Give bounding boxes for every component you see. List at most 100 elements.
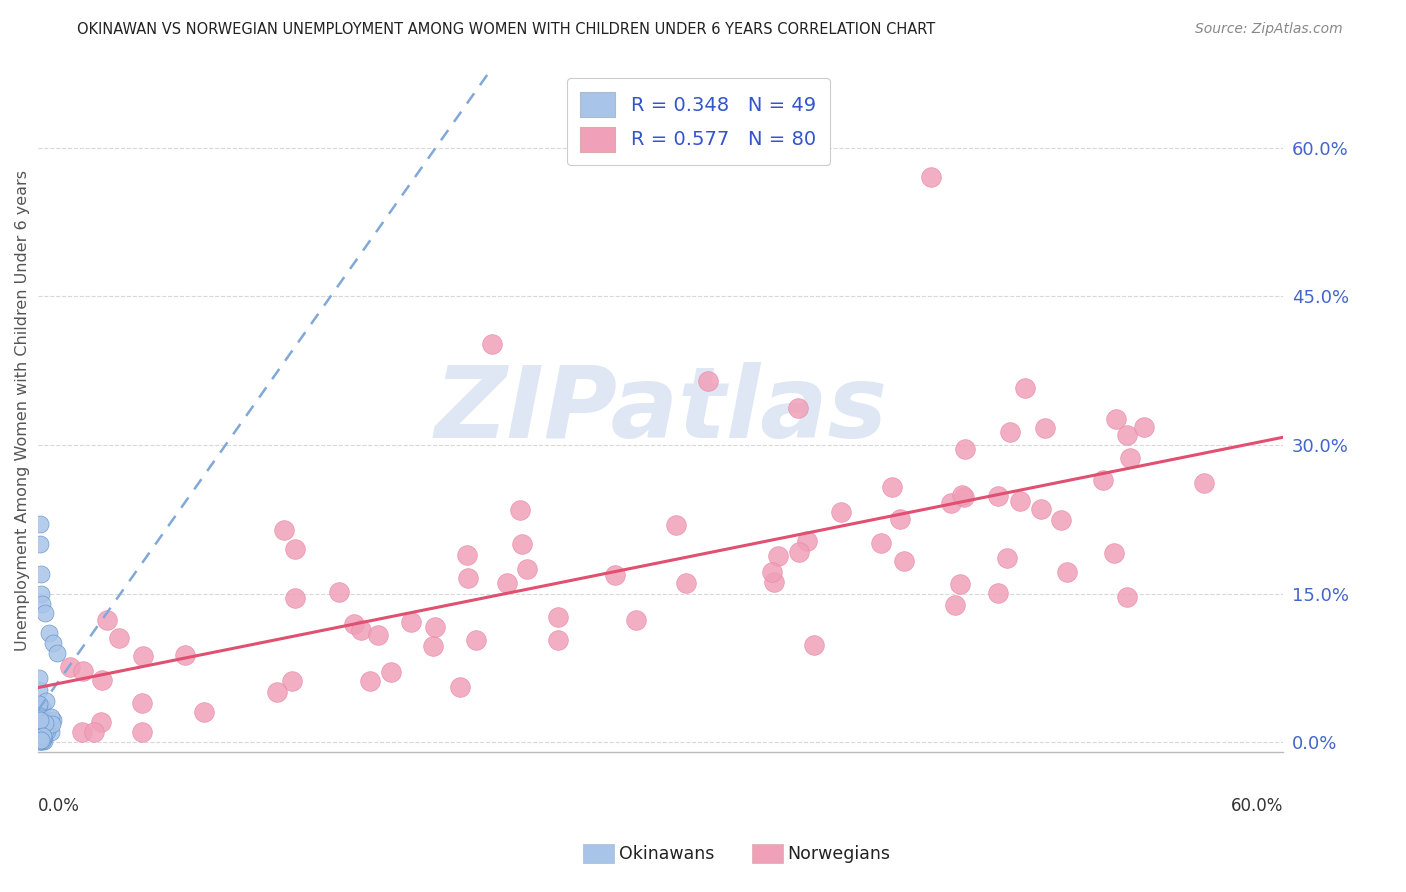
Point — [72, 664, 94, 678]
Point — [796, 533, 818, 548]
Point — [31, 699, 53, 714]
Point — [359, 674, 381, 689]
Point — [665, 518, 688, 533]
Point — [1102, 546, 1125, 560]
Point — [90, 715, 112, 730]
Point — [28, 702, 51, 716]
Point — [920, 170, 942, 185]
Point — [28, 709, 51, 723]
Point — [889, 511, 911, 525]
Point — [266, 685, 288, 699]
Point — [28, 734, 51, 748]
Text: ZIPatlas: ZIPatlas — [434, 362, 887, 458]
Point — [987, 586, 1010, 600]
Point — [28, 722, 51, 736]
Point — [30, 729, 52, 743]
Point — [83, 725, 105, 739]
Point — [34, 607, 56, 621]
Point — [481, 337, 503, 351]
Point — [30, 731, 52, 746]
Point — [132, 648, 155, 663]
Point — [284, 542, 307, 557]
Point — [953, 490, 976, 504]
Point — [32, 732, 55, 747]
Point — [786, 401, 808, 415]
Point — [1194, 476, 1216, 491]
Point — [131, 725, 153, 739]
Point — [496, 575, 519, 590]
Point — [193, 706, 215, 720]
Point — [1056, 565, 1078, 579]
Text: Okinawans: Okinawans — [619, 845, 714, 863]
Point — [39, 725, 62, 739]
Point — [30, 711, 52, 725]
Point — [34, 715, 56, 730]
Point — [27, 734, 49, 748]
Point — [31, 597, 53, 611]
Point — [174, 648, 197, 662]
Point — [943, 598, 966, 612]
Point — [456, 548, 478, 562]
Point — [464, 633, 486, 648]
Point — [1008, 494, 1031, 508]
Point — [425, 620, 447, 634]
Point — [28, 731, 51, 745]
Point — [328, 585, 350, 599]
Point — [1033, 421, 1056, 435]
Point — [28, 730, 51, 744]
Point — [803, 638, 825, 652]
Point — [284, 591, 307, 606]
Point — [30, 734, 52, 748]
Point — [273, 524, 295, 538]
Point — [342, 617, 364, 632]
Point — [939, 496, 962, 510]
Point — [1000, 425, 1022, 439]
Point — [31, 734, 53, 748]
Point — [1133, 420, 1156, 434]
Point — [31, 723, 53, 738]
Point — [32, 729, 55, 743]
Point — [1119, 450, 1142, 465]
Point — [28, 731, 51, 746]
Point — [91, 673, 114, 688]
Point — [28, 719, 51, 733]
Point — [131, 696, 153, 710]
Point — [950, 487, 973, 501]
Point — [987, 489, 1010, 503]
Point — [1092, 473, 1115, 487]
Point — [830, 506, 852, 520]
Point — [28, 734, 51, 748]
Point — [1014, 381, 1036, 395]
Point — [882, 480, 904, 494]
Point — [281, 674, 304, 689]
Point — [28, 731, 51, 745]
Point — [449, 681, 471, 695]
Point — [457, 572, 479, 586]
Point — [70, 725, 93, 739]
Point — [547, 633, 569, 648]
Point — [516, 562, 538, 576]
Point — [27, 671, 49, 685]
Point — [380, 665, 402, 679]
Point — [30, 586, 52, 600]
Point — [870, 536, 893, 550]
Point — [31, 728, 53, 742]
Point — [108, 631, 131, 645]
Point — [30, 731, 52, 745]
Point — [35, 724, 58, 739]
Point — [995, 550, 1018, 565]
Point — [509, 502, 531, 516]
Point — [28, 733, 51, 747]
Point — [31, 713, 53, 727]
Point — [675, 576, 697, 591]
Point — [41, 717, 63, 731]
Point — [30, 733, 52, 747]
Point — [28, 713, 51, 727]
Point — [949, 576, 972, 591]
Point — [30, 566, 52, 581]
Point — [42, 713, 65, 727]
Point — [763, 575, 786, 590]
Point — [30, 733, 52, 747]
Point — [367, 628, 389, 642]
Point — [38, 626, 60, 640]
